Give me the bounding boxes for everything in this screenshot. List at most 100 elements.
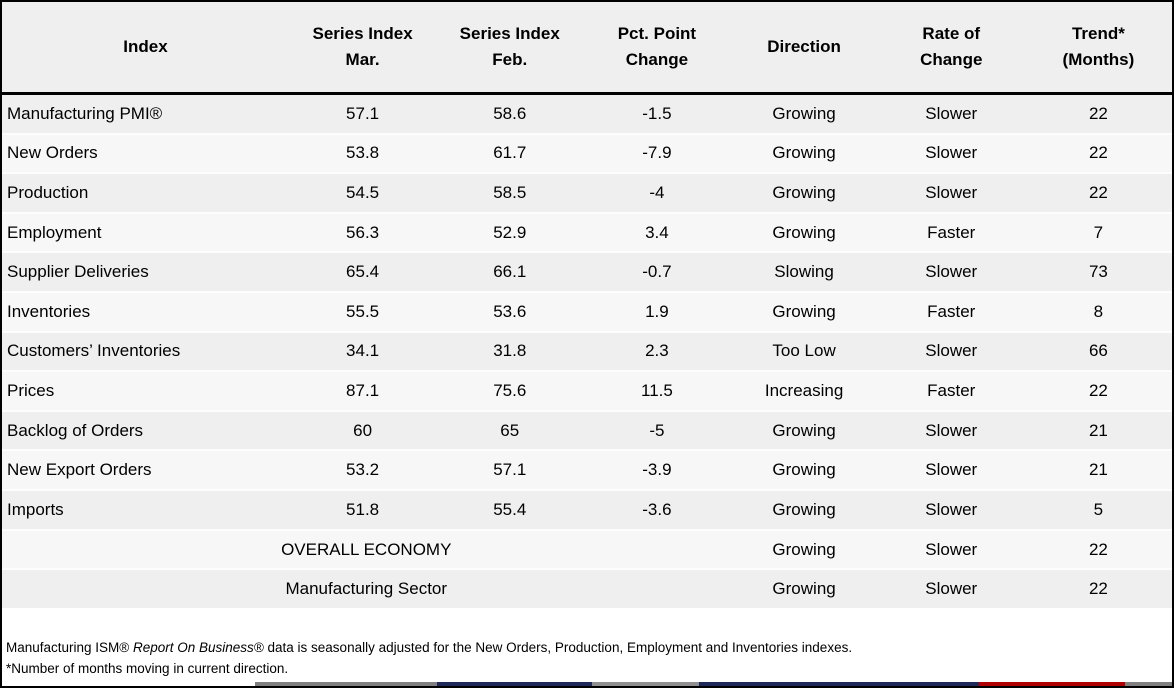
table-row: Prices 87.1 75.6 11.5 Increasing Faster 22 [2, 372, 1172, 412]
table-cell: 73 [1088, 262, 1108, 282]
table-cell: Faster [927, 222, 976, 242]
table-cell: 55.5 [346, 301, 380, 321]
table-cell: -3.9 [642, 460, 672, 480]
table-cell: 53.2 [346, 460, 380, 480]
table-cell: Slower [925, 460, 978, 480]
row-index-label: Prices [7, 381, 55, 401]
table-cell: 22 [1088, 539, 1108, 559]
table-cell: Slower [925, 341, 978, 361]
table-cell: -4 [649, 183, 665, 203]
summary-row-label: OVERALL ECONOMY [281, 539, 452, 559]
table-cell: 51.8 [346, 499, 380, 519]
table-cell: 54.5 [346, 183, 380, 203]
bottom-edge-strip [2, 682, 1172, 686]
row-index-label: New Export Orders [7, 460, 152, 480]
summary-row: Manufacturing Sector Growing Slower 22 [2, 570, 1172, 608]
table-cell: 22 [1088, 381, 1108, 401]
table-cell: -1.5 [642, 103, 672, 123]
table-cell: 3.4 [645, 222, 669, 242]
summary-row-label: Manufacturing Sector [285, 579, 448, 599]
table-cell: Growing [772, 143, 836, 163]
table-cell: Growing [772, 222, 836, 242]
table-row: Imports 51.8 55.4 -3.6 Growing Slower 5 [2, 491, 1172, 531]
column-header-trend-months: Trend* (Months) [1062, 24, 1135, 69]
table-cell: 7 [1093, 222, 1104, 242]
row-index-label: Supplier Deliveries [7, 262, 149, 282]
table-cell: 57.1 [493, 460, 527, 480]
table-row: Backlog of Orders 60 65 -5 Growing Slower 21 [2, 411, 1172, 452]
column-header-series-index-mar: Series Index Mar. [312, 24, 413, 69]
footnote-prefix: Manufacturing ISM® [6, 640, 133, 655]
row-index-label: Imports [7, 499, 64, 519]
table-cell: 31.8 [493, 341, 527, 361]
table-cell: Growing [772, 460, 836, 480]
table-cell: 65 [500, 420, 520, 440]
table-cell: Slower [925, 143, 978, 163]
column-header-direction: Direction [767, 37, 841, 56]
table-cell: Growing [772, 301, 836, 321]
table-row: Employment 56.3 52.9 3.4 Growing Faster 7 [2, 213, 1172, 254]
table-cell: Growing [772, 420, 836, 440]
table-cell: 58.6 [493, 103, 527, 123]
table-row: New Orders 53.8 61.7 -7.9 Growing Slower 22 [2, 134, 1172, 175]
row-index-label: Customers’ Inventories [7, 341, 181, 361]
table-cell: 53.8 [346, 143, 380, 163]
column-header-pct-point-change: Pct. Point Change [617, 24, 697, 69]
strip-segment [979, 682, 1125, 686]
strip-segment [699, 682, 979, 686]
table-cell: 87.1 [346, 381, 380, 401]
table-cell: 21 [1088, 460, 1108, 480]
table-row: Manufacturing PMI® 57.1 58.6 -1.5 Growing Slo… [2, 95, 1172, 135]
table-row: Production 54.5 58.5 -4 Growing Slower 22 [2, 174, 1172, 214]
table-cell: 55.4 [493, 499, 527, 519]
table-cell: Growing [772, 183, 836, 203]
table-cell: -7.9 [642, 143, 672, 163]
column-header-index: Index [123, 37, 168, 56]
column-header-series-index-feb: Series Index Feb. [459, 24, 560, 69]
table-cell: 22 [1088, 183, 1108, 203]
table-cell: -3.6 [642, 499, 672, 519]
strip-segment [255, 682, 437, 686]
table-cell: 57.1 [346, 103, 380, 123]
table-cell: Slower [925, 420, 978, 440]
table-cell: 22 [1088, 579, 1108, 599]
table-cell: 34.1 [346, 341, 380, 361]
table-cell: Growing [772, 499, 836, 519]
table-cell: Growing [772, 579, 836, 599]
table-cell: 1.9 [645, 301, 669, 321]
table-cell: -0.7 [642, 262, 672, 282]
table-cell: Slower [925, 262, 978, 282]
strip-segment [592, 682, 699, 686]
strip-segment [2, 682, 255, 686]
row-index-label: Backlog of Orders [7, 420, 144, 440]
row-index-label: Employment [7, 222, 102, 242]
table-cell: Growing [772, 103, 836, 123]
table-cell: Slower [925, 499, 978, 519]
strip-segment [437, 682, 592, 686]
table-cell: 61.7 [493, 143, 527, 163]
table-cell: 66.1 [493, 262, 527, 282]
table-cell: 75.6 [493, 381, 527, 401]
table-cell: 52.9 [493, 222, 527, 242]
row-index-label: New Orders [7, 143, 98, 163]
table-cell: 58.5 [493, 183, 527, 203]
footnote-seasonal-adjustment: Manufacturing ISM® Report On Business® d… [6, 637, 1168, 658]
column-header-rate-of-change: Rate of Change [920, 24, 983, 69]
table-row: New Export Orders 53.2 57.1 -3.9 Growing Slow… [2, 451, 1172, 492]
table-cell: Slowing [774, 262, 834, 282]
footnote-report-on-business: Report On Business® [133, 640, 264, 655]
table-row: Supplier Deliveries 65.4 66.1 -0.7 Slowing Sl… [2, 253, 1172, 294]
table-cell: Growing [772, 539, 836, 559]
table-cell: Faster [927, 381, 976, 401]
table-cell: Slower [925, 539, 978, 559]
table-cell: 8 [1093, 301, 1104, 321]
table-footer: Manufacturing ISM® Report On Business® d… [2, 608, 1172, 682]
table-cell: 5 [1093, 499, 1104, 519]
footnote-suffix: data is seasonally adjusted for the New … [263, 640, 853, 655]
table-cell: Slower [925, 579, 978, 599]
table-cell: 2.3 [645, 341, 669, 361]
table-cell: 53.6 [493, 301, 527, 321]
table-cell: 21 [1088, 420, 1108, 440]
strip-segment [1125, 682, 1172, 686]
